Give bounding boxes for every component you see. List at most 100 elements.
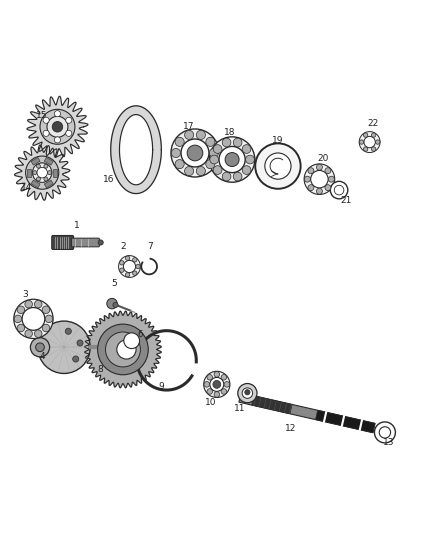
Circle shape xyxy=(14,315,22,322)
Text: 14: 14 xyxy=(21,183,32,192)
Text: 10: 10 xyxy=(205,398,216,407)
Circle shape xyxy=(48,171,52,175)
Circle shape xyxy=(35,330,42,337)
Circle shape xyxy=(124,261,136,272)
Circle shape xyxy=(98,240,103,245)
Circle shape xyxy=(328,176,334,182)
Circle shape xyxy=(113,302,118,308)
Circle shape xyxy=(242,388,253,398)
Circle shape xyxy=(43,130,49,136)
Circle shape xyxy=(206,138,215,147)
Circle shape xyxy=(47,116,68,138)
Circle shape xyxy=(30,338,49,357)
Circle shape xyxy=(120,268,124,272)
Circle shape xyxy=(209,137,255,182)
Circle shape xyxy=(117,340,136,359)
Polygon shape xyxy=(111,106,161,193)
Circle shape xyxy=(359,132,380,152)
Text: 7: 7 xyxy=(147,243,153,252)
Circle shape xyxy=(184,131,194,140)
Circle shape xyxy=(242,166,251,174)
Circle shape xyxy=(224,382,230,387)
Circle shape xyxy=(32,163,52,182)
Circle shape xyxy=(42,306,50,313)
Circle shape xyxy=(125,272,130,277)
Bar xyxy=(31,157,40,165)
Polygon shape xyxy=(14,145,70,200)
Circle shape xyxy=(325,185,331,191)
Circle shape xyxy=(213,144,222,154)
Circle shape xyxy=(38,321,90,374)
Text: 13: 13 xyxy=(383,438,394,447)
Circle shape xyxy=(43,117,49,123)
Circle shape xyxy=(36,177,40,181)
Circle shape xyxy=(204,382,209,387)
Polygon shape xyxy=(315,410,375,433)
Circle shape xyxy=(77,340,83,346)
Text: 3: 3 xyxy=(22,290,28,300)
Circle shape xyxy=(33,171,37,175)
Text: 12: 12 xyxy=(285,424,297,433)
Text: 17: 17 xyxy=(183,122,194,131)
Circle shape xyxy=(98,324,148,375)
Circle shape xyxy=(265,153,291,179)
Bar xyxy=(44,157,53,165)
Circle shape xyxy=(209,148,219,158)
Circle shape xyxy=(25,156,59,189)
Circle shape xyxy=(255,143,300,189)
Circle shape xyxy=(364,147,368,151)
Circle shape xyxy=(22,308,45,330)
Circle shape xyxy=(171,129,219,177)
Circle shape xyxy=(210,377,224,391)
Circle shape xyxy=(54,137,60,143)
Text: 16: 16 xyxy=(103,175,115,184)
Text: 1: 1 xyxy=(74,221,80,230)
Bar xyxy=(31,180,40,188)
Text: 20: 20 xyxy=(317,154,328,163)
Circle shape xyxy=(107,298,117,309)
Circle shape xyxy=(225,152,239,166)
Circle shape xyxy=(119,256,141,277)
Circle shape xyxy=(196,166,205,175)
Circle shape xyxy=(246,155,254,164)
Circle shape xyxy=(213,166,222,174)
Circle shape xyxy=(17,306,25,313)
Circle shape xyxy=(133,271,137,276)
Circle shape xyxy=(120,261,124,265)
Circle shape xyxy=(40,109,75,144)
Circle shape xyxy=(35,301,42,308)
Circle shape xyxy=(133,257,137,262)
Circle shape xyxy=(32,163,52,182)
Circle shape xyxy=(371,147,376,151)
Circle shape xyxy=(233,138,242,147)
Circle shape xyxy=(37,167,47,178)
Circle shape xyxy=(204,372,230,398)
Circle shape xyxy=(304,176,311,182)
Circle shape xyxy=(325,168,331,174)
Circle shape xyxy=(196,131,205,140)
Circle shape xyxy=(171,148,180,158)
Circle shape xyxy=(181,139,209,167)
Circle shape xyxy=(125,256,130,261)
Polygon shape xyxy=(120,115,152,185)
Circle shape xyxy=(25,301,32,308)
FancyBboxPatch shape xyxy=(52,236,74,249)
Circle shape xyxy=(364,133,368,138)
Circle shape xyxy=(175,138,184,147)
Text: 21: 21 xyxy=(340,196,351,205)
Circle shape xyxy=(52,122,63,132)
Circle shape xyxy=(222,138,231,147)
FancyBboxPatch shape xyxy=(71,238,99,247)
Circle shape xyxy=(371,133,376,138)
Text: 19: 19 xyxy=(272,136,284,146)
Circle shape xyxy=(42,324,50,332)
Text: 22: 22 xyxy=(367,119,378,128)
Circle shape xyxy=(233,172,242,181)
Circle shape xyxy=(14,299,53,338)
Circle shape xyxy=(66,117,72,123)
Circle shape xyxy=(25,330,32,337)
Circle shape xyxy=(242,144,251,154)
Circle shape xyxy=(207,375,212,380)
Text: 8: 8 xyxy=(97,365,103,374)
Text: 4: 4 xyxy=(39,351,45,360)
